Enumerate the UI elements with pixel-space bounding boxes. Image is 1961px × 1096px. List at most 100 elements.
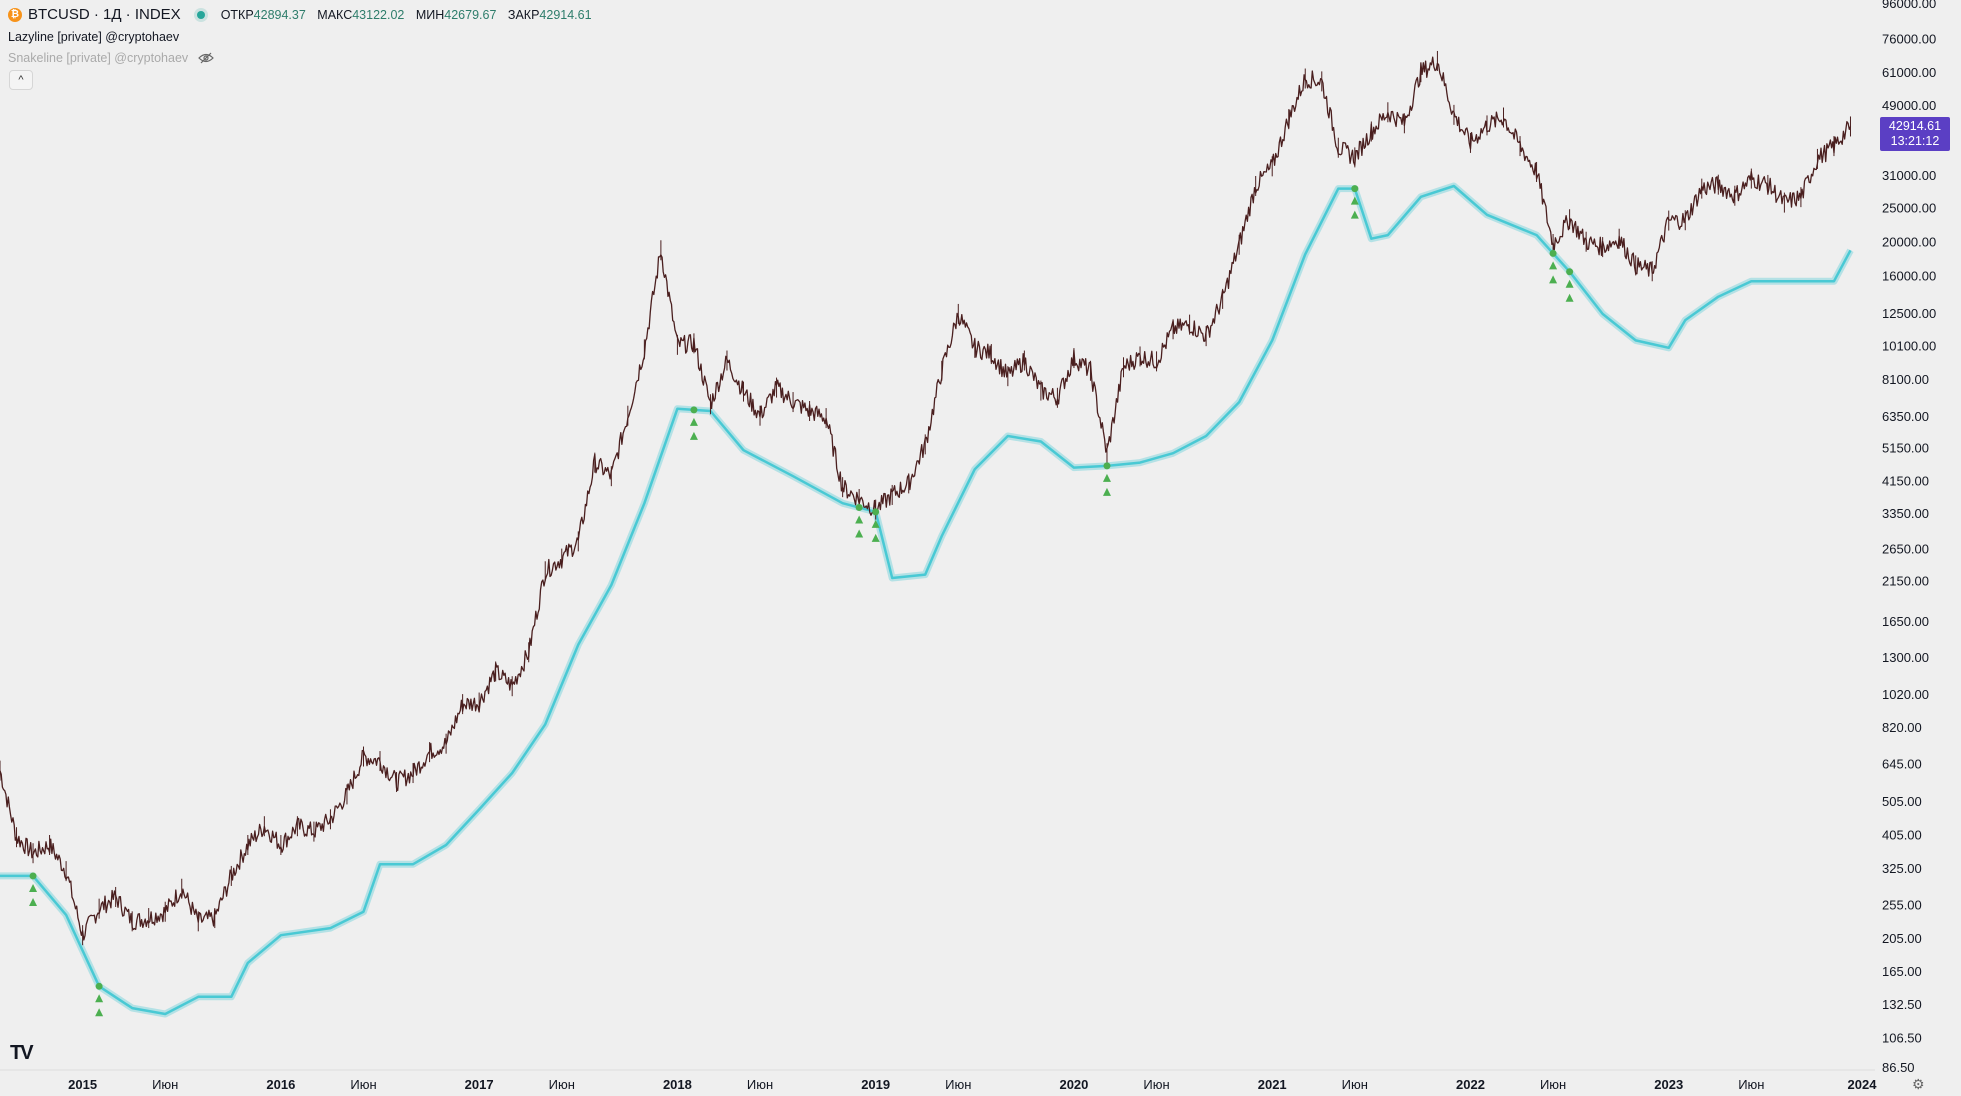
price-series [0,50,1852,946]
last-price-tag: 42914.61 13:21:12 [1880,117,1950,151]
low-label: МИН [415,7,445,22]
price-axis-background [1876,0,1961,1096]
price-tick-label: 4150.00 [1882,474,1929,489]
price-tick-label: 505.00 [1882,794,1922,809]
indicator-lazyline-label[interactable]: Lazyline [private] @cryptohaev [8,30,180,44]
time-tick-month: Июн [1738,1077,1764,1092]
time-tick-month: Июн [945,1077,971,1092]
price-tick-label: 8100.00 [1882,372,1929,387]
price-tick-label: 5150.00 [1882,441,1929,456]
signal-dot [1549,249,1557,257]
time-axis[interactable]: 2015 Июн 2016 Июн 2017 Июн 2018 Июн 2019 Июн 2020 И… [0,1069,1878,1092]
price-tick-label: 2650.00 [1882,542,1929,557]
signal-dot [29,872,37,880]
price-tick-label: 132.50 [1882,997,1922,1012]
time-tick-month: Июн [1143,1077,1169,1092]
price-tick-label: 3350.00 [1882,506,1929,521]
price-tick-label: 20000.00 [1882,234,1936,249]
signal-arrow [1350,196,1359,205]
signal-arrow [871,533,880,542]
signal-arrow [855,529,864,538]
price-axis[interactable]: 96000.00 76000.00 61000.00 49000.00 31000.00… [1876,0,1961,1096]
signal-dot [690,406,698,414]
signal-markers [29,185,1574,1017]
lazyline-series [0,182,1854,1018]
time-tick-month: Июн [1540,1077,1566,1092]
open-value: 42894.37 [253,7,306,22]
signal-arrow [1549,275,1558,284]
indicator-snakeline-row[interactable]: Snakeline [private] @cryptohaev [8,51,215,65]
price-tick-label: 1020.00 [1882,687,1929,702]
time-tick-year: 2016 [266,1077,295,1092]
signal-arrow [855,515,864,524]
market-status-icon [196,10,205,19]
lazyline-path [0,184,1852,1016]
price-tick-label: 325.00 [1882,861,1922,876]
signal-dot [95,982,103,990]
collapse-legend-button[interactable]: ^ [9,70,33,90]
ohlc-values: ОТКР42894.37 МАКС43122.02 МИН42679.67 ЗА… [221,8,600,22]
signal-arrow [1350,210,1359,219]
settings-gear-icon[interactable]: ⚙ [1912,1076,1925,1092]
price-tick-label: 1650.00 [1882,614,1929,629]
price-tick-label: 96000.00 [1882,0,1936,11]
time-tick-year: 2024 [1848,1077,1878,1092]
price-tick-label: 205.00 [1882,931,1922,946]
price-tick-label: 106.50 [1882,1030,1922,1045]
signal-dot [872,508,880,516]
bar-countdown-timer: 13:21:12 [1890,134,1940,148]
price-tick-label: 31000.00 [1882,168,1936,183]
price-tick-label: 255.00 [1882,898,1922,913]
time-tick-year: 2019 [861,1077,890,1092]
time-tick-month: Июн [549,1077,575,1092]
signal-arrow [1565,279,1574,288]
symbol-legend: ₿ BTCUSD · 1Д · INDEX ОТКР42894.37 МАКС4… [8,6,600,23]
price-tick-label: 645.00 [1882,757,1922,772]
price-tick-label: 10100.00 [1882,338,1936,353]
signal-arrow [1565,293,1574,302]
price-tick-label: 86.50 [1882,1060,1915,1075]
signal-arrow [1549,261,1558,270]
signal-arrow [689,431,698,440]
open-label: ОТКР [220,7,254,22]
signal-dot [1566,268,1574,276]
signal-arrow [689,417,698,426]
time-tick-year: 2022 [1456,1077,1485,1092]
price-tick-label: 1300.00 [1882,650,1929,665]
indicator-snakeline-label[interactable]: Snakeline [private] @cryptohaev [8,51,189,65]
signal-arrow [29,883,38,892]
signal-dot [1351,185,1359,193]
close-value: 42914.61 [539,7,592,22]
lazyline-glow [0,182,1854,1018]
time-tick-year: 2020 [1059,1077,1088,1092]
signal-dot [1103,462,1111,470]
time-tick-year: 2018 [663,1077,692,1092]
close-label: ЗАКР [507,7,540,22]
signal-arrow [95,994,104,1003]
bitcoin-icon: ₿ [8,7,22,22]
time-tick-month: Июн [747,1077,773,1092]
time-tick-month: Июн [350,1077,376,1092]
price-tick-label: 820.00 [1882,720,1922,735]
price-tick-label: 12500.00 [1882,306,1936,321]
eye-off-icon[interactable] [198,52,215,64]
price-tick-label: 6350.00 [1882,409,1929,424]
high-label: МАКС [317,7,353,22]
price-tick-label: 49000.00 [1882,98,1936,113]
signal-arrow [29,897,38,906]
price-path [0,56,1852,941]
signal-arrow [1102,487,1111,496]
price-tick-label: 16000.00 [1882,268,1936,283]
signal-dot [855,504,863,512]
signal-arrow [871,519,880,528]
high-value: 43122.02 [352,7,405,22]
price-tick-label: 61000.00 [1882,65,1936,80]
time-tick-year: 2017 [465,1077,494,1092]
signal-arrow [95,1008,104,1017]
signal-arrow [1102,473,1111,482]
price-tick-label: 2150.00 [1882,574,1929,589]
last-price-value: 42914.61 [1888,119,1942,133]
symbol-title[interactable]: BTCUSD · 1Д · INDEX [28,6,181,23]
price-tick-label: 165.00 [1882,964,1922,979]
